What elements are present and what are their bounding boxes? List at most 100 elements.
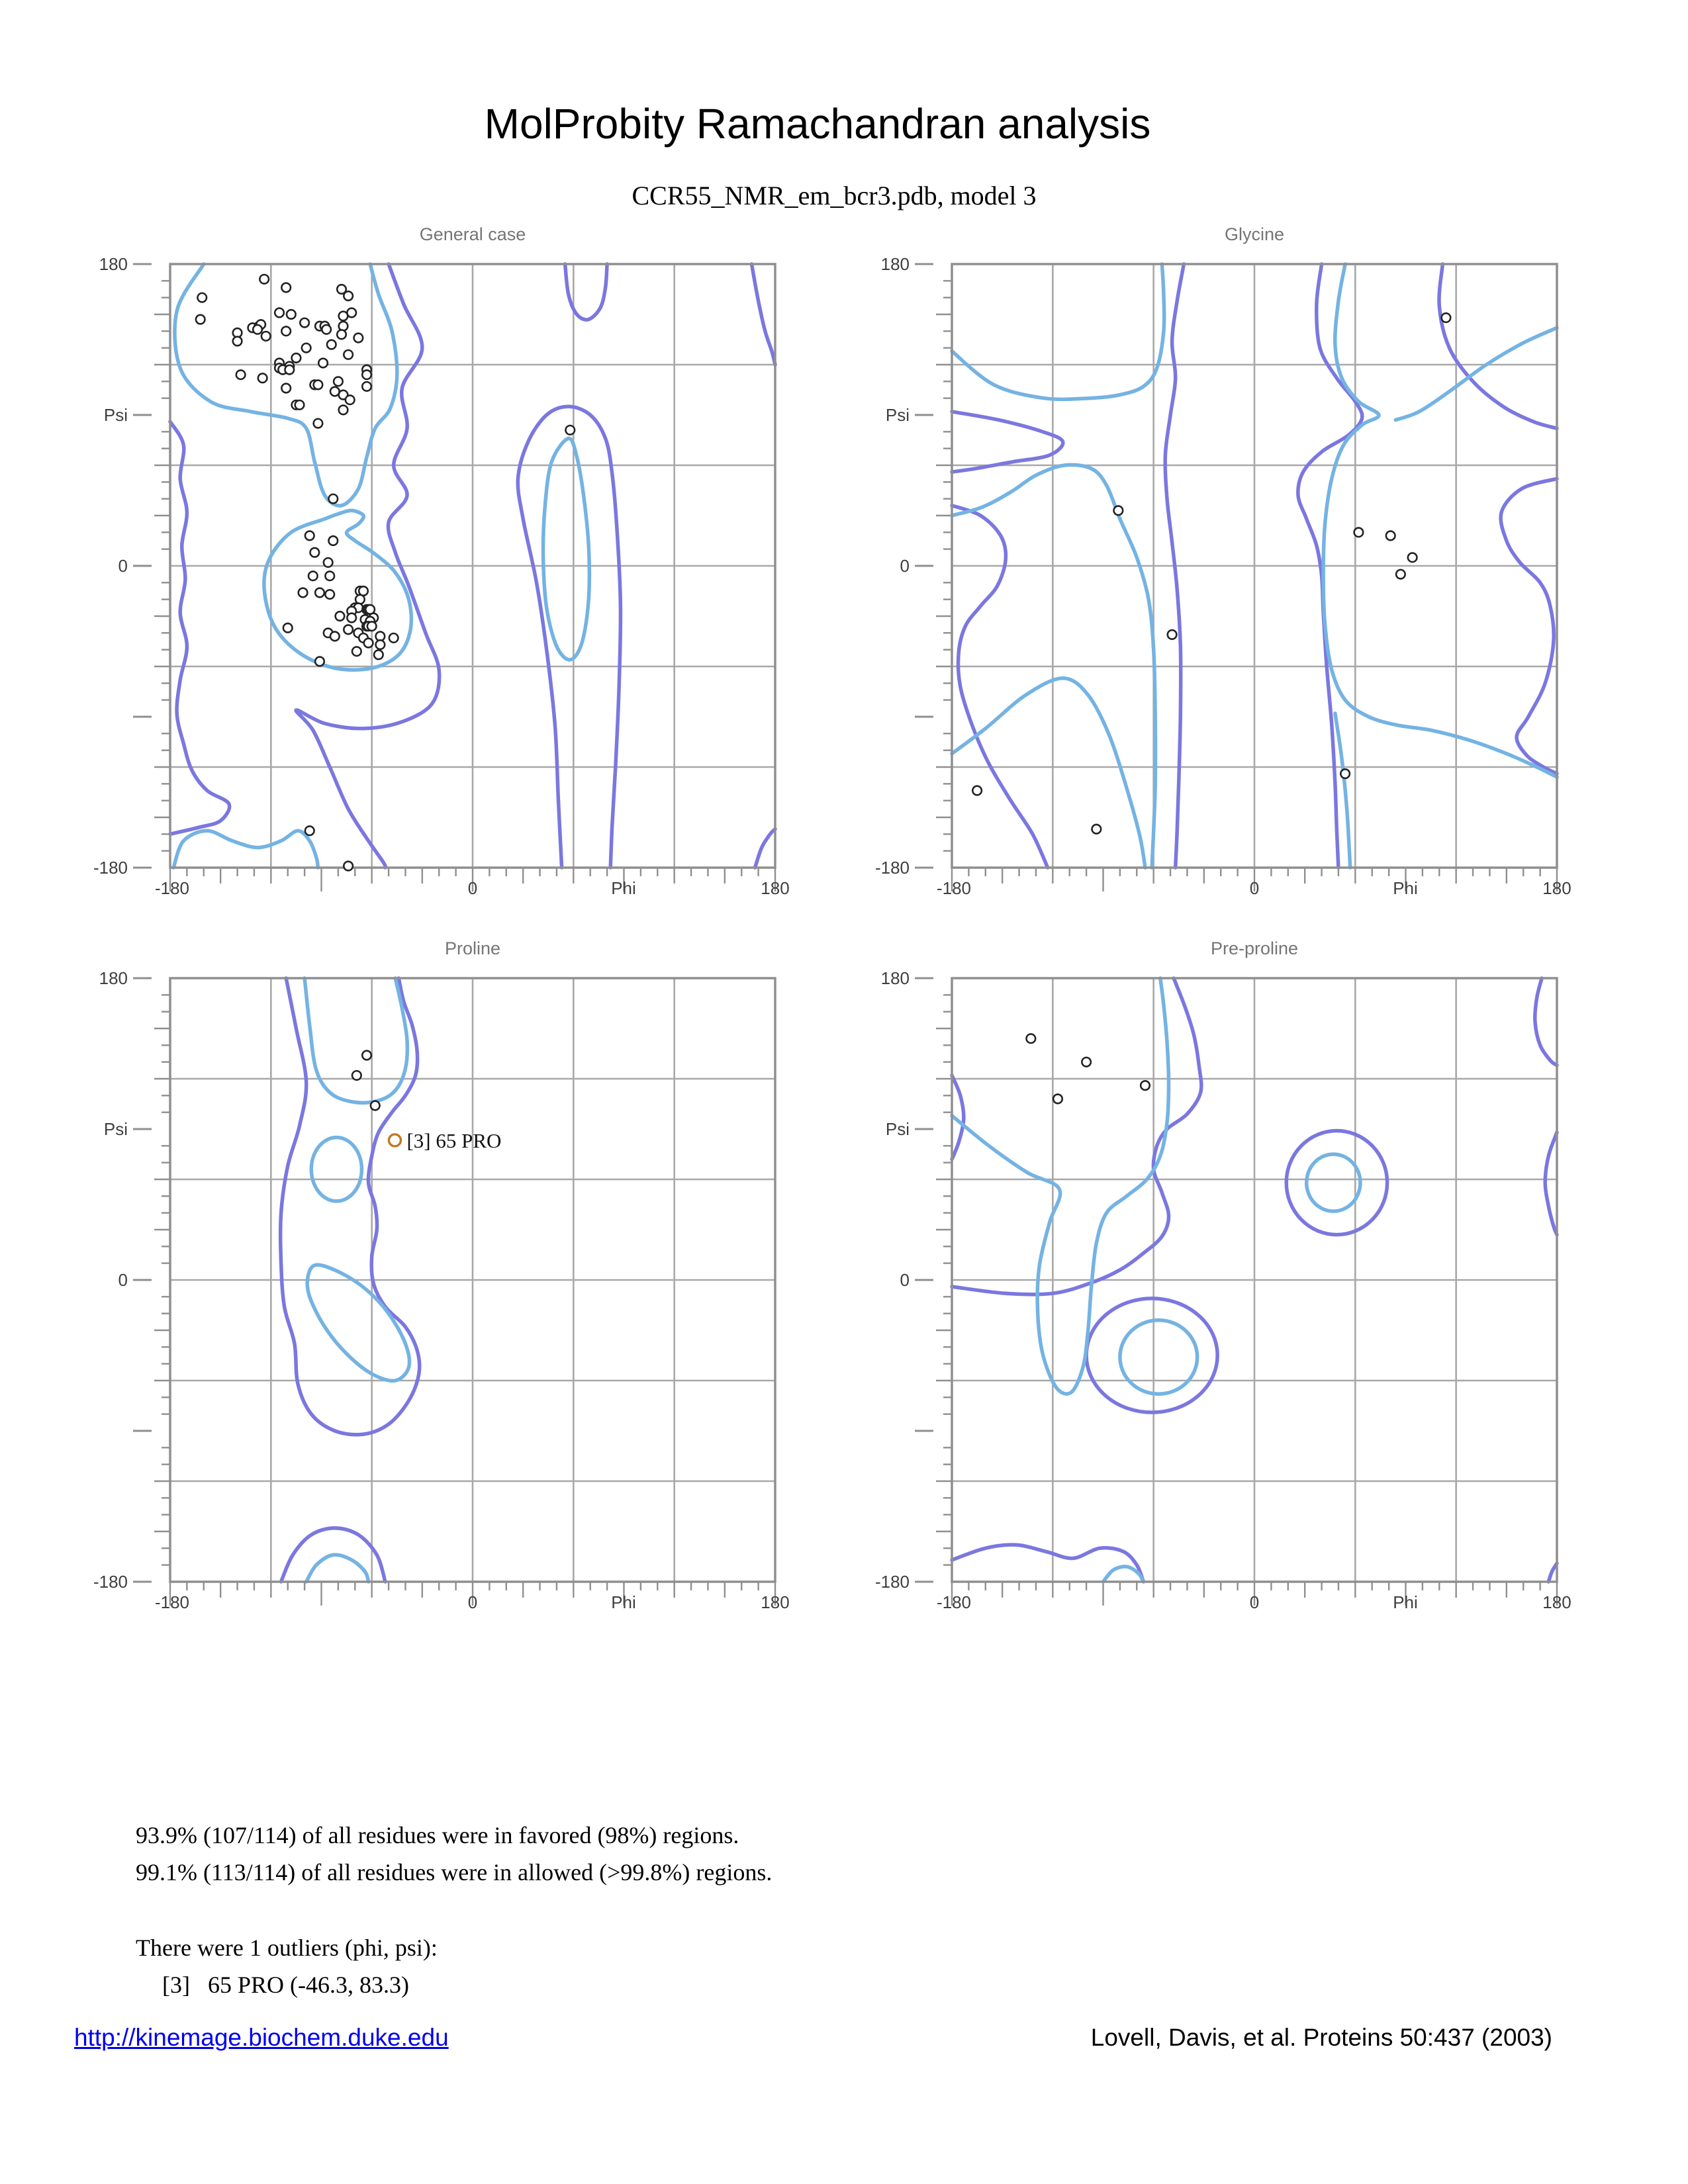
contour-line xyxy=(1499,477,1559,776)
x-tick-label: 180 xyxy=(761,1592,790,1612)
page-title: MolProbity Ramachandran analysis xyxy=(484,100,1151,148)
y-tick-label: -180 xyxy=(93,858,128,878)
contour-line xyxy=(1163,262,1186,870)
residue-point xyxy=(361,1050,373,1061)
residue-point xyxy=(297,587,308,598)
x-axis-label-phi: Phi xyxy=(611,878,636,898)
contour-line xyxy=(749,262,777,367)
x-tick-label: 180 xyxy=(761,878,790,898)
contour-line xyxy=(262,508,414,672)
residue-point xyxy=(314,587,326,598)
residue-point xyxy=(301,342,312,353)
residue-point xyxy=(971,785,983,796)
contour-line xyxy=(950,1543,1146,1584)
residue-point xyxy=(1353,527,1364,538)
y-tick-label: -180 xyxy=(874,1572,910,1592)
residue-point xyxy=(294,399,305,410)
x-tick-label: 180 xyxy=(1542,878,1571,898)
pre-proline-plot-canvas xyxy=(915,976,1559,1606)
residue-point xyxy=(304,825,315,837)
residue-point xyxy=(375,639,386,651)
residue-point xyxy=(338,404,349,416)
y-tick-label: 180 xyxy=(880,254,910,274)
residue-point xyxy=(1139,1080,1151,1091)
residue-point xyxy=(373,649,384,660)
residue-point xyxy=(388,632,399,644)
y-tick-label: -180 xyxy=(93,1572,128,1592)
residue-point xyxy=(195,314,206,325)
contour-ellipse xyxy=(1304,1152,1362,1213)
residue-point xyxy=(282,622,293,633)
residue-point xyxy=(353,332,364,343)
y-tick-label: 0 xyxy=(900,556,910,576)
residue-point xyxy=(284,364,295,375)
contour-line xyxy=(278,976,422,1437)
plot-frame xyxy=(169,263,776,869)
residue-point xyxy=(285,308,297,320)
contour-line xyxy=(1543,1130,1559,1237)
residue-point xyxy=(326,339,337,350)
contour-line xyxy=(1533,976,1559,1068)
plot-title-glycine: Glycine xyxy=(1224,224,1285,244)
proline-plot-canvas: [3] 65 PRO xyxy=(133,976,776,1606)
x-tick-label: 0 xyxy=(467,878,478,898)
residue-point xyxy=(312,379,324,390)
contour-line xyxy=(303,976,410,1105)
x-axis-label-phi: Phi xyxy=(611,1592,636,1612)
plot-frame xyxy=(169,977,776,1583)
contour-line xyxy=(1333,711,1352,870)
x-tick-label: 0 xyxy=(467,1592,478,1612)
residue-point xyxy=(291,352,302,363)
residue-point xyxy=(361,369,373,381)
contour-line xyxy=(168,420,232,837)
plot-title-proline: Proline xyxy=(444,938,501,958)
residue-point xyxy=(363,637,374,649)
residue-point xyxy=(197,292,208,303)
residue-point xyxy=(369,1100,381,1111)
y-tick-label: 180 xyxy=(880,968,910,988)
residue-point xyxy=(565,424,576,435)
residue-point xyxy=(328,535,339,547)
contour-line xyxy=(1393,326,1559,422)
x-axis-label-phi: Phi xyxy=(1393,878,1418,898)
residue-point xyxy=(1339,768,1351,780)
residue-point xyxy=(281,282,292,293)
kinemage-link[interactable]: http://kinemage.biochem.duke.edu xyxy=(74,2024,449,2051)
y-tick-label: 0 xyxy=(118,556,128,576)
citation-text: Lovell, Davis, et al. Proteins 50:437 (2… xyxy=(1090,2024,1552,2051)
residue-point xyxy=(328,493,339,504)
residue-point xyxy=(343,860,354,872)
residue-point xyxy=(260,330,271,342)
residue-point xyxy=(351,646,362,657)
residue-point xyxy=(314,656,326,667)
contour-ellipse xyxy=(1284,1128,1389,1237)
residue-point xyxy=(344,394,355,406)
contour-line xyxy=(950,676,1147,870)
contour-line xyxy=(1296,262,1364,870)
contour-line xyxy=(516,404,623,870)
y-tick-label: 180 xyxy=(99,254,128,274)
residue-point xyxy=(354,594,365,605)
residue-point xyxy=(1081,1056,1092,1068)
contour-line xyxy=(541,436,592,662)
contour-line xyxy=(279,1526,387,1584)
residue-point xyxy=(309,547,320,558)
residue-point xyxy=(329,631,340,642)
contour-line xyxy=(171,829,320,870)
residue-point xyxy=(1091,823,1102,835)
stats-allowed-line: 99.1% (113/114) of all residues were in … xyxy=(136,1859,773,1886)
residue-point xyxy=(1166,629,1178,640)
contour-line xyxy=(173,262,399,508)
residue-point xyxy=(312,418,324,429)
contour-line xyxy=(950,262,1166,402)
residue-point xyxy=(252,324,263,335)
outlier-label: [3] 65 PRO xyxy=(406,1129,501,1152)
residue-point xyxy=(321,324,332,335)
contour-line xyxy=(950,1073,966,1161)
y-tick-label: 180 xyxy=(99,968,128,988)
contour-line xyxy=(1546,1561,1559,1584)
x-tick-label: 0 xyxy=(1249,878,1260,898)
stats-outlier-entry: [3] 65 PRO (-46.3, 83.3) xyxy=(162,1972,409,1998)
x-tick-label: -180 xyxy=(154,878,190,898)
